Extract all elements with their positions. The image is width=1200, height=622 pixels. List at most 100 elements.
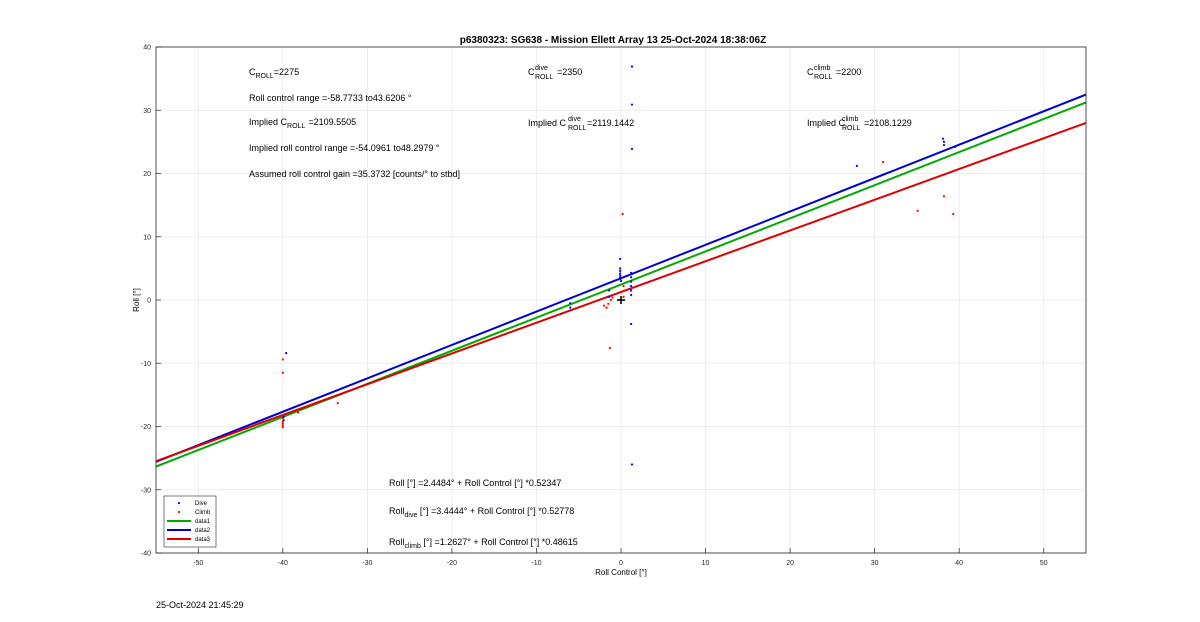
dive-point (630, 322, 633, 326)
x-tick-label: 10 (702, 560, 710, 567)
climb-point (281, 417, 284, 420)
dive-point (942, 140, 946, 143)
svg-text:dive: dive (535, 65, 548, 72)
data-points (281, 65, 957, 466)
svg-text:Rolldive [°] =3.4444° + Roll C: Rolldive [°] =3.4444° + Roll Control [°]… (389, 506, 574, 519)
svg-text:Implied CROLL=2109.5505: Implied CROLL =2109.5505 (249, 117, 356, 130)
climb-point (281, 426, 284, 429)
legend-label-dive: Dive (195, 501, 208, 507)
climb-point (609, 298, 612, 302)
dive-point (630, 463, 634, 466)
svg-text:Implied C: Implied C (807, 118, 846, 128)
svg-text:=2108.1229: =2108.1229 (864, 118, 912, 128)
climb-point (916, 209, 919, 212)
legend-label-climb: Climb (195, 510, 211, 516)
climb-point (608, 346, 612, 350)
y-axis-label: Roll [°] (132, 288, 141, 312)
climb-point (605, 306, 608, 309)
svg-text:=2200: =2200 (836, 67, 861, 77)
climb-point (336, 401, 339, 405)
svg-text:C: C (807, 67, 814, 77)
svg-text:ROLL: ROLL (568, 125, 586, 132)
annotation-roll-gain: Assumed roll control gain =35.3732 [coun… (249, 169, 460, 179)
x-tick-label: -40 (278, 560, 288, 567)
dive-point (630, 289, 633, 292)
dive-point (619, 269, 622, 273)
dive-point (630, 280, 633, 283)
legend: Dive Climb data1 data2 data3 (163, 495, 217, 548)
climb-point (281, 371, 284, 374)
legend-swatch-dive (177, 501, 181, 505)
plot-frame (155, 46, 1087, 554)
legend-label-data1: data1 (195, 519, 211, 525)
annotation-implied-c-roll-dive: Implied C dive ROLL =2119.1442 (528, 116, 634, 132)
legend-swatch-climb (177, 510, 181, 514)
dive-point (619, 274, 622, 277)
dive-point (630, 284, 633, 288)
fit-lines (155, 93, 1087, 468)
svg-text:=2350: =2350 (557, 67, 582, 77)
equation-climb: Rollclimb [°] =1.2627° + Roll Control [°… (389, 537, 578, 550)
climb-point (881, 161, 885, 164)
dive-point (953, 145, 957, 149)
annotation-implied-range: Implied roll control range =-54.0961 to4… (249, 143, 440, 153)
climb-point (623, 289, 626, 292)
climb-point (281, 422, 284, 425)
svg-text:C: C (528, 67, 535, 77)
svg-text:climb: climb (814, 65, 830, 72)
equation-all: Roll [°] =2.4484° + Roll Control [°] *0.… (389, 478, 561, 488)
svg-text:ROLL: ROLL (842, 125, 860, 132)
dive-point (608, 289, 611, 292)
climb-point (622, 284, 625, 288)
y-tick-label: -40 (141, 551, 151, 558)
x-tick-label: -30 (362, 560, 372, 567)
print-timestamp: 25-Oct-2024 21:45:29 (156, 600, 244, 610)
svg-text:Implied C: Implied C (528, 118, 567, 128)
y-tick-label: 30 (143, 108, 151, 115)
annotation-roll-control-range: Roll control range =-58.7733 to43.6206 ° (249, 93, 412, 103)
dive-point (630, 293, 633, 297)
equation-dive: Rolldive [°] =3.4444° + Roll Control [°]… (389, 506, 574, 519)
annotation-c-roll-climb: C climb ROLL =2200 (807, 65, 861, 81)
dive-point (619, 276, 622, 279)
annotation-implied-c-roll-climb: Implied C climb ROLL =2108.1229 (807, 116, 912, 132)
y-tick-label: 0 (147, 298, 151, 305)
y-tick-label: -10 (141, 361, 151, 368)
climb-point (296, 411, 300, 414)
fit-line-data3 (155, 121, 1087, 463)
fit-line-data1 (155, 101, 1087, 468)
dive-point (608, 295, 611, 298)
x-axis-ticks: -50 -40 -30 -20 -10 0 10 20 30 40 50 (193, 548, 1048, 567)
dive-point (619, 279, 623, 283)
dive-point (942, 137, 945, 140)
svg-text:=2119.1442: =2119.1442 (587, 118, 634, 128)
svg-text:ROLL: ROLL (535, 74, 553, 81)
x-tick-label: 0 (619, 560, 623, 567)
dive-point (630, 276, 633, 279)
climb-point (281, 358, 284, 361)
x-tick-label: -50 (193, 560, 203, 567)
annotation-c-roll-dive: C dive ROLL =2350 (528, 65, 582, 81)
y-tick-label: -30 (141, 487, 151, 494)
svg-text:Rollclimb [°] =1.2627° + Roll: Rollclimb [°] =1.2627° + Roll Control [°… (389, 537, 578, 550)
fit-line-data2 (155, 93, 1087, 463)
dive-point (630, 271, 633, 274)
dive-point (569, 302, 572, 305)
dive-point (630, 103, 634, 106)
svg-text:climb: climb (842, 116, 858, 123)
x-tick-label: -20 (447, 560, 457, 567)
dive-point (285, 352, 288, 355)
y-tick-label: 40 (143, 45, 151, 52)
x-axis-label: Roll Control [°] (595, 568, 647, 577)
y-tick-label: 20 (143, 171, 151, 178)
climb-point (942, 195, 946, 198)
x-tick-label: 20 (786, 560, 794, 567)
legend-label-data2: data2 (195, 528, 211, 534)
climb-point (281, 424, 284, 427)
dive-point (619, 272, 622, 275)
climb-point (607, 302, 610, 305)
climb-point (621, 212, 624, 216)
dive-point (619, 278, 622, 281)
y-tick-label: 10 (143, 234, 151, 241)
